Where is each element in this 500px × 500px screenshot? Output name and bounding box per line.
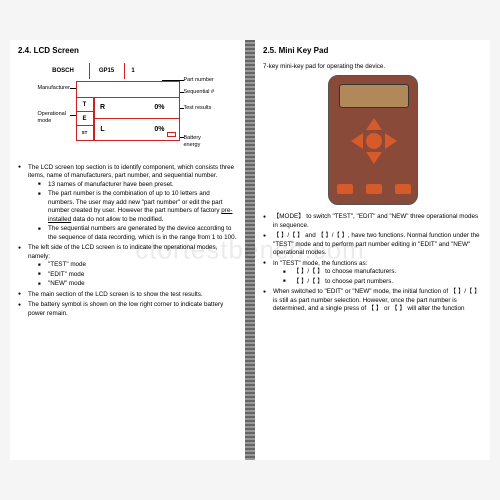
heading-lcd: 2.4. LCD Screen — [18, 46, 237, 57]
keypad-figure — [328, 75, 418, 205]
label-seq: Sequential # — [184, 89, 215, 96]
keypad-intro: 7-key mini-key pad for operating the dev… — [263, 63, 482, 72]
manual-spread: 2.4. LCD Screen Manufacturer Operational… — [10, 40, 490, 460]
lcd-seq: 1 — [125, 63, 142, 79]
right-bullets: 【MODE】 to switch "TEST", "EDIT" and "NEW… — [263, 213, 482, 314]
lcd-mode-col: T E ST — [76, 97, 94, 141]
label-operational: Operational mode — [38, 111, 74, 126]
label-test: Test results — [184, 105, 212, 112]
left-icon — [351, 133, 363, 149]
dpad — [351, 118, 397, 164]
label-manufacturer: Manufacturer — [38, 85, 70, 92]
down-icon — [366, 152, 382, 164]
heading-keypad: 2.5. Mini Key Pad — [263, 46, 482, 57]
keypad-screen — [339, 84, 409, 108]
lcd-pn: GP15 — [90, 63, 125, 79]
center-button — [366, 133, 382, 149]
bottom-buttons — [337, 184, 411, 194]
btn-b — [366, 184, 382, 194]
lcd-main: R0% L0% — [94, 97, 180, 141]
left-page: 2.4. LCD Screen Manufacturer Operational… — [10, 40, 245, 460]
label-part: Part number — [184, 77, 214, 84]
spine — [245, 40, 255, 460]
lcd-mfr: BOSCH — [38, 63, 90, 79]
right-icon — [385, 133, 397, 149]
left-bullets: The LCD screen top section is to identif… — [18, 164, 237, 319]
lcd-diagram: Manufacturer Operational mode Part numbe… — [38, 63, 218, 158]
label-batt: Battery energy — [184, 135, 218, 150]
battery-icon — [167, 132, 176, 137]
up-icon — [366, 118, 382, 130]
right-page: 2.5. Mini Key Pad 7-key mini-key pad for… — [255, 40, 490, 460]
btn-a — [337, 184, 353, 194]
btn-c — [395, 184, 411, 194]
lcd-top-row: BOSCH GP15 1 — [38, 63, 142, 79]
